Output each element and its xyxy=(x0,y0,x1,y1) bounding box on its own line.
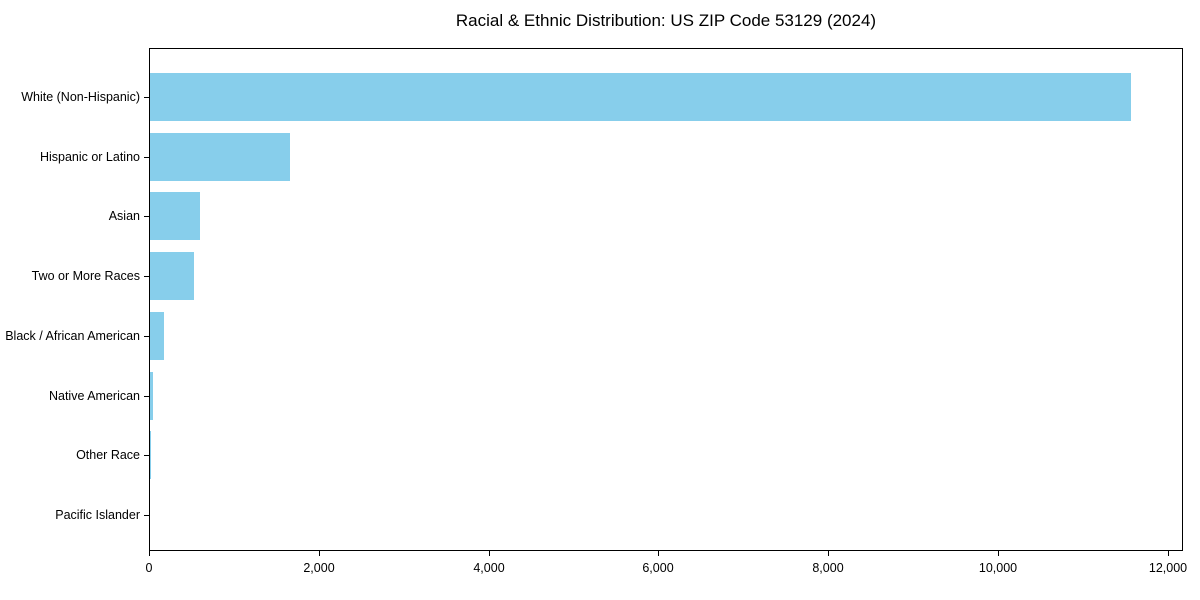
x-tick-label-4: 8,000 xyxy=(812,561,844,575)
x-tick-mark-2 xyxy=(489,551,490,556)
x-tick-label-3: 6,000 xyxy=(642,561,674,575)
y-tick-mark-black-african-american xyxy=(144,336,149,337)
y-tick-label-native-american: Native American xyxy=(48,389,140,403)
y-tick-mark-pacific-islander xyxy=(144,515,149,516)
y-tick-label-asian: Asian xyxy=(108,209,140,223)
y-tick-label-black-african-american: Black / African American xyxy=(5,329,140,343)
bar-black-african-american xyxy=(150,312,164,360)
y-tick-mark-native-american xyxy=(144,396,149,397)
x-tick-mark-5 xyxy=(998,551,999,556)
bar-white-non-hispanic xyxy=(150,73,1131,121)
x-tick-mark-3 xyxy=(658,551,659,556)
y-tick-label-pacific-islander: Pacific Islander xyxy=(55,508,140,522)
x-tick-mark-4 xyxy=(828,551,829,556)
y-tick-label-other-race: Other Race xyxy=(76,448,140,462)
x-tick-label-6: 12,000 xyxy=(1148,561,1188,575)
x-tick-mark-6 xyxy=(1168,551,1169,556)
bar-native-american xyxy=(150,372,153,420)
plot-area xyxy=(149,48,1183,551)
bar-other-race xyxy=(150,431,151,479)
x-tick-label-5: 10,000 xyxy=(978,561,1018,575)
bar-hispanic-or-latino xyxy=(150,133,290,181)
y-tick-label-hispanic-or-latino: Hispanic or Latino xyxy=(39,150,140,164)
bar-asian xyxy=(150,192,200,240)
y-tick-label-two-or-more-races: Two or More Races xyxy=(31,269,140,283)
y-tick-mark-asian xyxy=(144,216,149,217)
x-tick-label-2: 4,000 xyxy=(473,561,505,575)
y-tick-mark-two-or-more-races xyxy=(144,276,149,277)
x-tick-mark-1 xyxy=(319,551,320,556)
x-tick-label-0: 0 xyxy=(145,561,153,575)
chart-title: Racial & Ethnic Distribution: US ZIP Cod… xyxy=(455,11,877,30)
y-tick-mark-other-race xyxy=(144,455,149,456)
y-tick-mark-hispanic-or-latino xyxy=(144,157,149,158)
y-tick-label-white-non-hispanic: White (Non-Hispanic) xyxy=(21,90,140,104)
x-tick-mark-0 xyxy=(149,551,150,556)
x-tick-label-1: 2,000 xyxy=(303,561,335,575)
y-tick-mark-white-non-hispanic xyxy=(144,97,149,98)
bar-two-or-more-races xyxy=(150,252,194,300)
